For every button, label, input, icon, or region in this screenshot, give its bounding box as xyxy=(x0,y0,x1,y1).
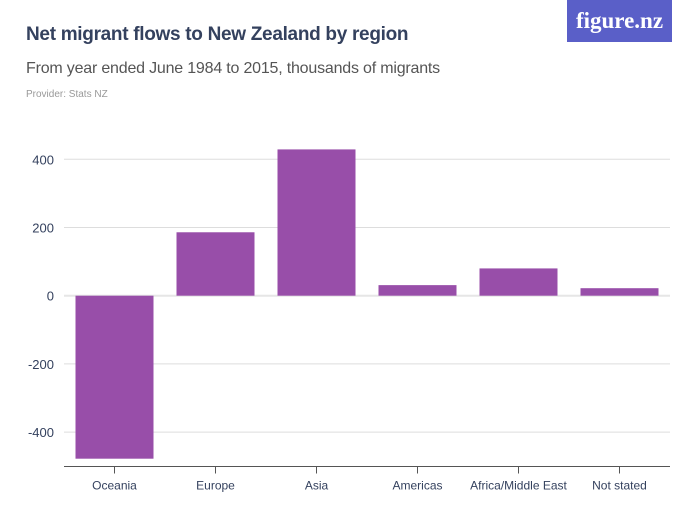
x-tick-label: Americas xyxy=(392,479,442,493)
x-tick-label: Europe xyxy=(196,479,235,493)
y-tick-label: 400 xyxy=(32,152,54,167)
provider-label: Provider: Stats NZ xyxy=(26,89,108,100)
y-tick-label: -400 xyxy=(28,425,54,440)
bar xyxy=(75,295,154,459)
bar xyxy=(277,149,356,296)
bar xyxy=(479,268,558,296)
x-tick-label: Oceania xyxy=(92,479,137,493)
x-tick-label: Asia xyxy=(305,479,329,493)
y-tick-label: 200 xyxy=(32,221,54,236)
x-tick-label: Not stated xyxy=(592,479,647,493)
chart-title: Net migrant flows to New Zealand by regi… xyxy=(26,24,409,45)
bar xyxy=(580,288,659,296)
y-tick-label: 0 xyxy=(47,289,54,304)
chart-subtitle: From year ended June 1984 to 2015, thous… xyxy=(26,60,440,77)
figure-nz-logo[interactable]: figure.nz xyxy=(567,0,672,42)
bar xyxy=(176,232,255,296)
bar xyxy=(378,285,457,296)
y-tick-label: -200 xyxy=(28,357,54,372)
x-tick-label: Africa/Middle East xyxy=(470,479,567,493)
